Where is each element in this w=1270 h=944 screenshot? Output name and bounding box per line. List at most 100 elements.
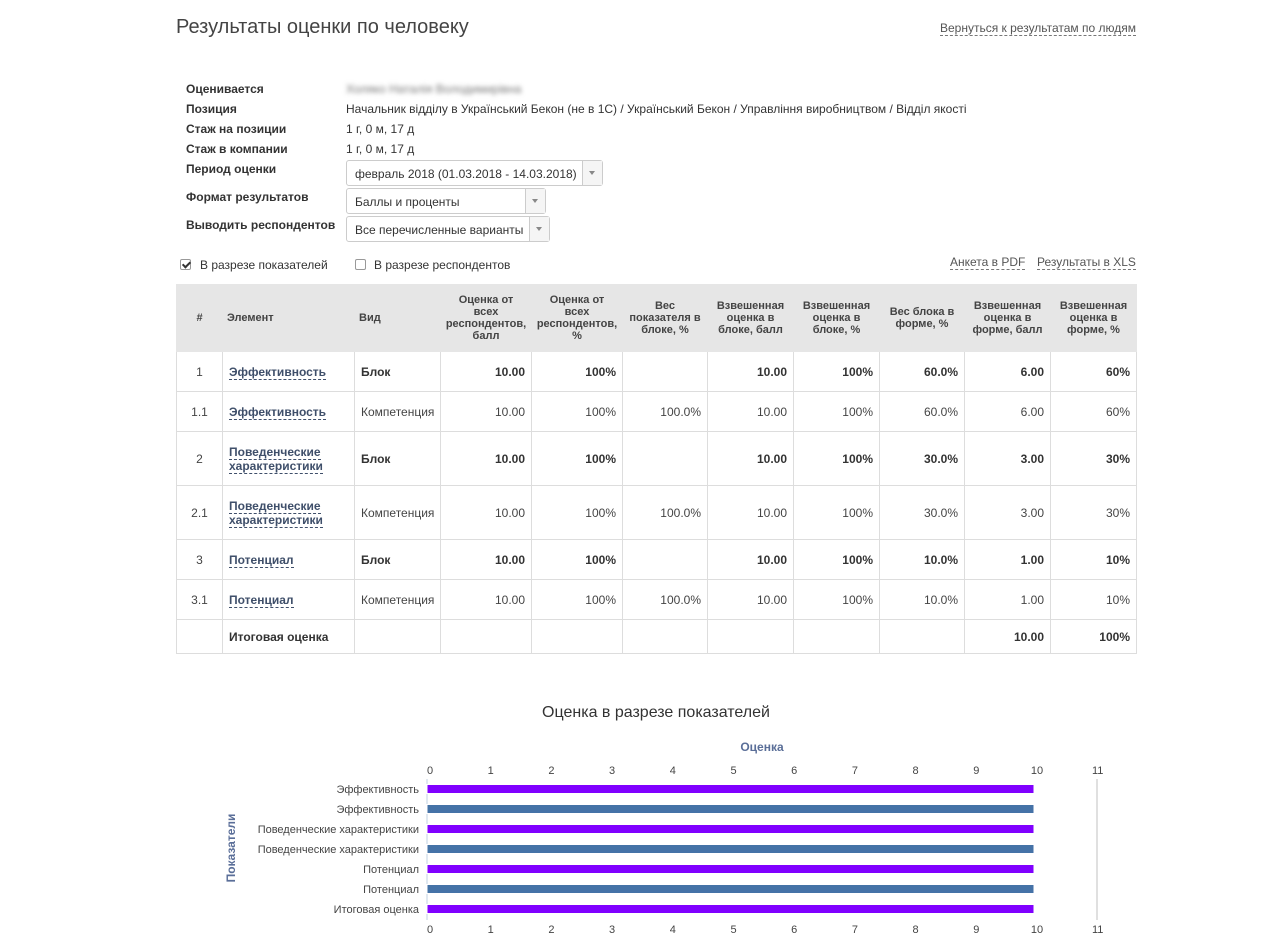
- format-select[interactable]: Баллы и проценты: [346, 188, 546, 214]
- row-wb-pct: 100%: [793, 485, 880, 540]
- element-link[interactable]: Эффективность: [229, 364, 327, 380]
- by-respondents-label: В разрезе респондентов: [374, 258, 511, 272]
- x-tick-label-bottom: 8: [913, 924, 919, 936]
- respondents-select[interactable]: Все перечисленные варианты: [346, 216, 550, 242]
- bar: [426, 844, 1035, 854]
- row-weight: [622, 431, 708, 486]
- row-wb-pct: 100%: [793, 391, 880, 432]
- tenure-company-value: 1 г, 0 м, 17 д: [346, 142, 415, 156]
- x-tick-label-bottom: 2: [548, 924, 554, 936]
- col-score-all: Оценка от всех респондентов, балл: [440, 284, 532, 352]
- by-indicators-checkbox[interactable]: [180, 259, 191, 270]
- table-row: 2 Поведенческие характеристики Блок 10.0…: [176, 431, 1137, 486]
- row-score: 10.00: [440, 485, 532, 540]
- table-row: 1.1 Эффективность Компетенция 10.00 100%…: [176, 391, 1137, 432]
- respondents-select-value: Все перечисленные варианты: [355, 223, 524, 237]
- row-type: Компетенция: [354, 391, 441, 432]
- col-block-weight-form: Вес блока в форме, %: [879, 284, 965, 352]
- col-element: Элемент: [222, 284, 355, 352]
- row-num: 2.1: [176, 485, 223, 540]
- chevron-down-icon: [529, 217, 549, 241]
- x-tick-label-bottom: 5: [730, 924, 736, 936]
- row-wb-pct: 100%: [793, 431, 880, 486]
- xls-link[interactable]: Результаты в XLS: [1037, 255, 1136, 270]
- table-row: 2.1 Поведенческие характеристики Компете…: [176, 485, 1137, 540]
- x-tick-label-top: 5: [730, 765, 736, 777]
- row-weight: 100.0%: [622, 391, 708, 432]
- tenure-position-label: Стаж на позиции: [186, 122, 287, 136]
- row-bw-form: 10.0%: [879, 579, 965, 620]
- row-element: Поведенческие характеристики: [222, 431, 355, 486]
- row-weight: [622, 539, 708, 580]
- period-select-value: февраль 2018 (01.03.2018 - 14.03.2018): [355, 167, 577, 181]
- row-score-pct: 100%: [531, 579, 623, 620]
- element-link[interactable]: Потенциал: [229, 552, 294, 568]
- row-score-pct: 100%: [531, 485, 623, 540]
- row-score: 10.00: [440, 391, 532, 432]
- indicators-bar-chart: ОценкаПоказатели001122334455667788991010…: [224, 740, 1103, 936]
- back-to-results-link[interactable]: Вернуться к результатам по людям: [939, 21, 1136, 36]
- category-label: Поведенческие характеристики: [258, 824, 419, 836]
- row-wf-pct: 30%: [1050, 485, 1137, 540]
- row-type: Компетенция: [354, 579, 441, 620]
- chevron-down-icon: [582, 161, 602, 185]
- chart-title: Оценка в разрезе показателей: [542, 704, 770, 721]
- pdf-link[interactable]: Анкета в PDF: [950, 255, 1026, 270]
- row-score: 10.00: [440, 351, 532, 392]
- row-wf-pct: 60%: [1050, 391, 1137, 432]
- total-wf-score: 10.00: [964, 619, 1051, 654]
- total-empty: [354, 619, 441, 654]
- total-label: Итоговая оценка: [222, 619, 355, 654]
- evaluated-label: Оценивается: [186, 82, 264, 96]
- bar: [426, 884, 1035, 894]
- x-tick-label-bottom: 4: [670, 924, 676, 936]
- element-link[interactable]: Поведенческие характеристики: [229, 444, 323, 474]
- row-wb-score: 10.00: [707, 351, 794, 392]
- row-score-pct: 100%: [531, 351, 623, 392]
- col-score-all-pct: Оценка от всех респондентов, %: [531, 284, 623, 352]
- table-row: 1 Эффективность Блок 10.00 100% 10.00 10…: [176, 351, 1137, 392]
- table-total-row: Итоговая оценка 10.00 100%: [176, 619, 1137, 654]
- col-weight-in-block: Вес показателя в блоке, %: [622, 284, 708, 352]
- row-score: 10.00: [440, 579, 532, 620]
- row-wf-score: 3.00: [964, 485, 1051, 540]
- by-respondents-checkbox[interactable]: [355, 259, 366, 270]
- row-score-pct: 100%: [531, 539, 623, 580]
- total-wf-pct: 100%: [1050, 619, 1137, 654]
- total-empty: [440, 619, 532, 654]
- total-empty: [793, 619, 880, 654]
- element-link[interactable]: Поведенческие характеристики: [229, 498, 323, 528]
- period-select[interactable]: февраль 2018 (01.03.2018 - 14.03.2018): [346, 160, 603, 186]
- chart-plot-area: ОценкаПоказатели001122334455667788991010…: [224, 740, 1103, 936]
- row-weight: 100.0%: [622, 579, 708, 620]
- total-empty: [176, 619, 223, 654]
- row-num: 3.1: [176, 579, 223, 620]
- element-link[interactable]: Эффективность: [229, 404, 327, 420]
- x-tick-label-top: 9: [973, 765, 979, 777]
- row-element: Потенциал: [222, 539, 355, 580]
- y-axis-title: Показатели: [224, 814, 238, 883]
- x-tick-label-top: 4: [670, 765, 676, 777]
- row-wb-pct: 100%: [793, 539, 880, 580]
- category-label: Потенциал: [363, 864, 419, 876]
- x-tick-label-top: 11: [1092, 765, 1103, 777]
- row-element: Поведенческие характеристики: [222, 485, 355, 540]
- table-row: 3.1 Потенциал Компетенция 10.00 100% 100…: [176, 579, 1137, 620]
- row-num: 3: [176, 539, 223, 580]
- x-tick-label-bottom: 10: [1031, 924, 1043, 936]
- row-bw-form: 60.0%: [879, 391, 965, 432]
- row-num: 1.1: [176, 391, 223, 432]
- row-wf-score: 1.00: [964, 539, 1051, 580]
- evaluated-value: Холяко Наталія Володимирівна: [346, 82, 522, 96]
- total-empty: [531, 619, 623, 654]
- row-wb-score: 10.00: [707, 431, 794, 486]
- tenure-company-label: Стаж в компании: [186, 142, 288, 156]
- x-tick-label-bottom: 11: [1092, 924, 1103, 936]
- x-tick-label-top: 1: [488, 765, 494, 777]
- element-link[interactable]: Потенциал: [229, 592, 294, 608]
- page-title: Результаты оценки по человеку: [176, 16, 469, 38]
- by-indicators-label: В разрезе показателей: [200, 258, 328, 272]
- row-weight: 100.0%: [622, 485, 708, 540]
- category-label: Эффективность: [336, 804, 419, 816]
- row-element: Эффективность: [222, 351, 355, 392]
